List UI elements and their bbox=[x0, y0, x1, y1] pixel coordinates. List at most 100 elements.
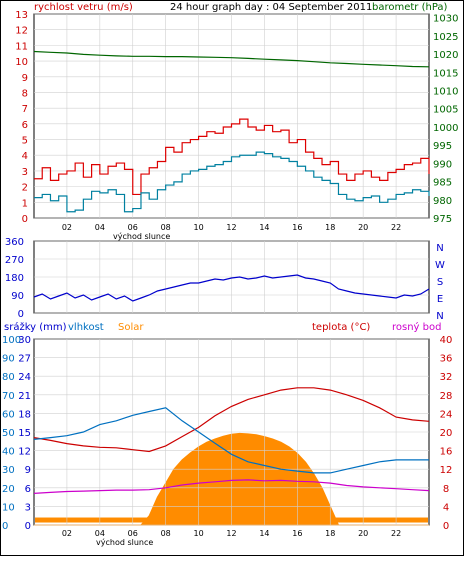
wind-speed-axis-label: rychlost vetru (m/s) bbox=[34, 2, 133, 13]
panel1-x-tick-label: 18 bbox=[325, 223, 335, 232]
panel1-x-tick-label: 04 bbox=[95, 223, 105, 232]
panel2-series bbox=[33, 274, 430, 302]
panel3-rain-tick-label: 0 bbox=[25, 521, 31, 532]
panel1-right-tick-label: 980 bbox=[433, 196, 452, 207]
panel1-x-tick-label: 06 bbox=[128, 223, 138, 232]
panel1-right-tick-label: 975 bbox=[433, 214, 452, 225]
panel1-right-tick-label: 1020 bbox=[433, 50, 458, 61]
panel1-left-tick-label: 2 bbox=[22, 183, 28, 194]
panel1-x-ticks: 02 04 06 08 10 12 14 16 18 20 22 bbox=[62, 223, 401, 232]
panel2-compass-label: N bbox=[436, 243, 443, 254]
panel1-left-tick-label: 6 bbox=[22, 120, 28, 131]
temperature-axis-label: teplota (°C) bbox=[312, 322, 370, 333]
panel3-temp-tick-label: 40 bbox=[440, 335, 453, 346]
panel3-temp-tick-label: 28 bbox=[440, 391, 453, 402]
panel2-left-tick-label: 0 bbox=[18, 309, 24, 320]
panel2-compass-label: E bbox=[437, 294, 443, 305]
panel3-x-tick-label: 10 bbox=[193, 529, 203, 538]
panel3-temp-tick-label: 24 bbox=[440, 409, 453, 420]
panel1-left-tick-label: 4 bbox=[22, 151, 28, 162]
panel1-x-tick-label: 16 bbox=[292, 223, 302, 232]
panel3-x-ticks: 02 04 06 08 10 12 14 16 18 20 22 bbox=[62, 529, 401, 538]
panel1-x-tick-label: 12 bbox=[226, 223, 236, 232]
panel1-x-tick-label: 14 bbox=[259, 223, 269, 232]
panel2-left-tick-label: 270 bbox=[5, 255, 24, 266]
panel3-humidity-tick-label: 100 bbox=[2, 335, 21, 346]
panel1-x-tick-label: 20 bbox=[358, 223, 368, 232]
panel2-compass-label: W bbox=[435, 260, 445, 271]
panel1-right-tick-label: 1025 bbox=[433, 32, 458, 43]
panel3-temp-tick-label: 0 bbox=[443, 521, 449, 532]
sunrise-caption-bottom: východ slunce bbox=[96, 538, 153, 547]
panel3-humidity-tick-label: 10 bbox=[2, 502, 15, 513]
panel3-temp-tick-label: 20 bbox=[440, 428, 453, 439]
barometer-axis-label: barometr (hPa) bbox=[372, 2, 448, 13]
panel1-left-tick-label: 13 bbox=[15, 10, 28, 21]
panel1-right-tick-label: 995 bbox=[433, 141, 452, 152]
panel3-humidity-tick-label: 20 bbox=[2, 484, 15, 495]
panel2-left-tick-label: 360 bbox=[5, 237, 24, 248]
panel3-rain-tick-label: 27 bbox=[18, 354, 31, 365]
series-pressure-line bbox=[33, 50, 430, 68]
panel3-humidity-tick-label: 80 bbox=[2, 372, 15, 383]
panel3-humidity-tick-label: 60 bbox=[2, 409, 15, 420]
panel3-temp-tick-label: 12 bbox=[440, 465, 453, 476]
panel1-right-tick-label: 985 bbox=[433, 178, 452, 189]
panel3-x-tick-label: 22 bbox=[391, 529, 401, 538]
panel1-left-tick-label: 7 bbox=[22, 104, 28, 115]
panel2-left-tick-label: 90 bbox=[11, 291, 24, 302]
panel3-series bbox=[33, 387, 430, 494]
panel1-x-tick-label: 08 bbox=[161, 223, 171, 232]
panel2-left-ticks: 0 90 180 270 360 bbox=[5, 237, 24, 320]
panel3-rain-tick-label: 24 bbox=[18, 372, 31, 383]
panel3-x-tick-label: 08 bbox=[161, 529, 171, 538]
panel1-x-tick-label: 22 bbox=[391, 223, 401, 232]
rain-axis-label: srážky (mm) bbox=[4, 321, 67, 333]
panel3-rain-tick-label: 21 bbox=[18, 391, 31, 402]
sunrise-caption-top: východ slunce bbox=[113, 232, 170, 241]
panel3-x-tick-label: 12 bbox=[226, 529, 236, 538]
panel3-humidity-tick-label: 50 bbox=[2, 428, 15, 439]
panel3-temp-tick-label: 8 bbox=[443, 484, 449, 495]
dew-point-label: rosný bod bbox=[392, 321, 441, 333]
series-humidity-line bbox=[33, 407, 429, 474]
series-dew-line bbox=[33, 479, 430, 494]
panel3-temp-tick-label: 36 bbox=[440, 354, 453, 365]
panel3-humidity-tick-label: 90 bbox=[2, 354, 15, 365]
panel1-left-tick-label: 5 bbox=[22, 136, 28, 147]
panel1-right-tick-label: 1015 bbox=[433, 68, 458, 79]
panel3-x-tick-label: 02 bbox=[62, 529, 72, 538]
panel3-temp-tick-label: 4 bbox=[443, 502, 449, 513]
panel1-x-tick-label: 10 bbox=[193, 223, 203, 232]
panel1-left-tick-label: 10 bbox=[15, 57, 28, 68]
panel1-left-tick-label: 12 bbox=[15, 26, 28, 37]
panel3-rain-tick-label: 30 bbox=[18, 335, 31, 346]
panel3-x-tick-label: 16 bbox=[292, 529, 302, 538]
panel3-x-tick-label: 06 bbox=[128, 529, 138, 538]
panel3-rain-tick-label: 6 bbox=[25, 484, 31, 495]
panel1-left-tick-label: 8 bbox=[22, 88, 28, 99]
panel1-series bbox=[33, 50, 430, 213]
panel3-x-tick-label: 20 bbox=[358, 529, 368, 538]
panel3-x-tick-label: 14 bbox=[259, 529, 269, 538]
panel3-humidity-tick-label: 40 bbox=[2, 447, 15, 458]
panel3-temp-tick-label: 32 bbox=[440, 372, 453, 383]
panel3-humidity-tick-label: 30 bbox=[2, 465, 15, 476]
panel3-rain-tick-label: 12 bbox=[18, 447, 31, 458]
panel2-compass-label: N bbox=[436, 311, 443, 322]
chart-title: 24 hour graph day : 04 September 2011 bbox=[170, 2, 372, 13]
panel1-right-tick-label: 1000 bbox=[433, 123, 458, 134]
panel1-grid bbox=[34, 13, 429, 219]
panel3-rain-tick-label: 3 bbox=[25, 502, 31, 513]
panel1-left-tick-label: 1 bbox=[22, 198, 28, 209]
panel2-left-tick-label: 180 bbox=[5, 273, 24, 284]
panel3-humidity-tick-label: 70 bbox=[2, 391, 15, 402]
panel1-left-tick-label: 11 bbox=[15, 41, 28, 52]
panel3-temp-tick-label: 16 bbox=[440, 447, 453, 458]
solar-label: Solar bbox=[118, 322, 144, 333]
panel1-right-tick-label: 1030 bbox=[433, 14, 458, 25]
